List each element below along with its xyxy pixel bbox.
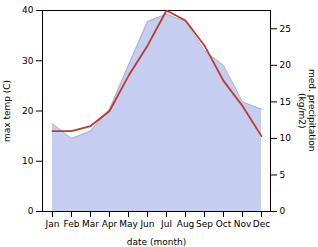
svg-text:30: 30 <box>22 56 34 66</box>
svg-text:May: May <box>119 219 138 229</box>
svg-text:0: 0 <box>28 206 34 216</box>
svg-text:Dec: Dec <box>253 219 270 229</box>
svg-text:10: 10 <box>280 133 292 143</box>
svg-text:40: 40 <box>22 5 34 15</box>
svg-text:Jan: Jan <box>45 219 60 229</box>
svg-text:date (month): date (month) <box>127 237 186 247</box>
svg-text:Jul: Jul <box>160 219 172 229</box>
svg-text:5: 5 <box>280 170 286 180</box>
svg-text:Jun: Jun <box>139 219 154 229</box>
svg-text:20: 20 <box>22 106 34 116</box>
svg-text:Feb: Feb <box>64 219 80 229</box>
svg-text:15: 15 <box>280 97 291 107</box>
html-text:med. precipitation (kg/m2): med. precipitation (kg/m2) <box>296 69 317 152</box>
svg-text:20: 20 <box>280 60 292 70</box>
svg-text:25: 25 <box>280 24 291 34</box>
svg-text:max temp (C): max temp (C) <box>2 80 12 142</box>
svg-text:Nov: Nov <box>234 219 252 229</box>
svg-text:Apr: Apr <box>102 219 118 229</box>
svg-text:10: 10 <box>22 156 34 166</box>
svg-text:0: 0 <box>280 206 286 216</box>
svg-text:Sep: Sep <box>196 219 213 229</box>
svg-text:Oct: Oct <box>216 219 232 229</box>
svg-text:Aug: Aug <box>177 219 195 229</box>
svg-text:Mar: Mar <box>82 219 99 229</box>
